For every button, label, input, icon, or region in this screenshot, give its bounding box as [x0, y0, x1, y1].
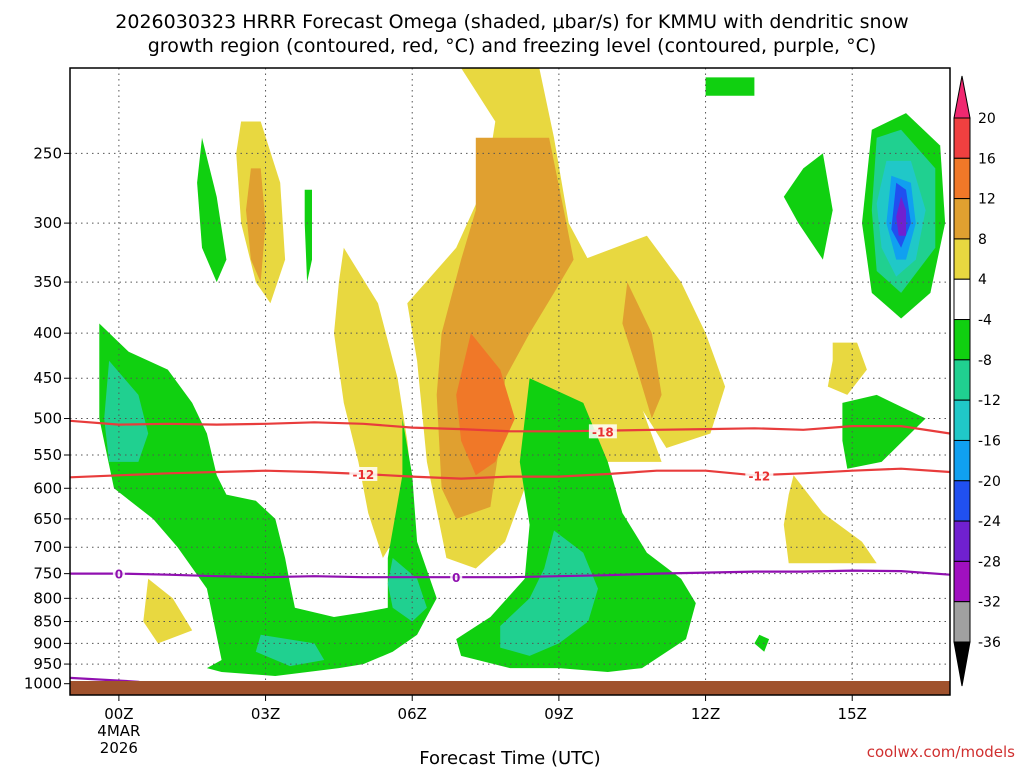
credit-text: coolwx.com/models — [867, 743, 1015, 761]
colorbar-band — [953, 198, 971, 240]
colorbar-tick-label: -20 — [978, 474, 1001, 490]
y-tick-label: 950 — [33, 655, 62, 673]
omega-region-16 — [705, 77, 755, 96]
chart-title-line2: growth region (contoured, red, °C) and f… — [148, 35, 877, 57]
x-tick-label: 09Z — [544, 705, 573, 723]
y-tick-label: 1000 — [24, 675, 62, 693]
colorbar-tick-label: -36 — [978, 635, 1001, 651]
y-tick-label: 450 — [33, 369, 62, 387]
contour-label: -12 — [352, 468, 374, 482]
contour-label: 0 — [452, 571, 460, 585]
colorbar-band — [953, 278, 971, 321]
colorbar-band — [953, 238, 971, 280]
colorbar-tick-label: 4 — [978, 272, 987, 288]
y-tick-label: 250 — [33, 144, 62, 162]
red-contour-0 — [70, 419, 950, 435]
y-tick-label: 900 — [33, 634, 62, 652]
omega-region-17 — [842, 394, 926, 469]
plot-frame — [69, 67, 951, 696]
colorbar-band — [953, 117, 971, 159]
colorbar-band — [953, 520, 971, 562]
red-contour-1 — [70, 467, 950, 480]
colorbar-tick-label: -32 — [978, 595, 1001, 611]
omega-region-11 — [99, 323, 437, 676]
contour-label-bg — [588, 424, 617, 439]
y-tick-label: 550 — [33, 446, 62, 464]
y-tick-label: 750 — [33, 565, 62, 583]
y-tick-label: 600 — [33, 479, 62, 497]
colorbar-tick-label: -28 — [978, 554, 1001, 570]
colorbar-tick-label: -24 — [978, 514, 1001, 530]
colorbar-band — [953, 157, 971, 200]
y-tick-label: 650 — [33, 510, 62, 528]
y-tick-label: 350 — [33, 273, 62, 291]
x-tick-label: 06Z — [398, 705, 427, 723]
x-tick-year: 2026 — [100, 739, 138, 757]
colorbar-tick-label: 20 — [978, 111, 996, 127]
omega-region-9 — [246, 168, 266, 283]
y-tick-label: 850 — [33, 613, 62, 631]
contour-label-bg — [745, 468, 774, 483]
omega-region-10 — [456, 333, 515, 476]
x-tick-label: 00Z — [104, 705, 133, 723]
y-tick-label: 700 — [33, 538, 62, 556]
colorbar-band — [953, 399, 971, 441]
contour-label-bg — [349, 466, 378, 481]
colorbar-top-arrow — [953, 75, 971, 119]
y-axis: 250 300 350 400 450 500 550 600 650 700 750 800 850 9… — [24, 144, 70, 693]
omega-region-28 — [896, 196, 906, 236]
colorbar-tick-label: 8 — [978, 232, 987, 248]
colorbar-band — [953, 480, 971, 522]
colorbar-tick-label: 16 — [978, 151, 996, 167]
contour-label-bg — [450, 570, 463, 585]
x-tick-date: 4MAR — [97, 722, 140, 740]
contour-label-bg — [112, 566, 125, 581]
omega-region-14 — [304, 189, 312, 283]
colorbar-band — [953, 560, 971, 603]
chart-title-line1: 2026030323 HRRR Forecast Omega (shaded, … — [115, 11, 908, 33]
colorbar-tick-label: -12 — [978, 393, 1001, 409]
omega-region-21 — [500, 530, 598, 656]
colorbar-tick-label: -4 — [978, 313, 992, 329]
x-tick-label: 15Z — [838, 705, 867, 723]
contour-label: -18 — [592, 425, 614, 439]
y-tick-label: 500 — [33, 410, 62, 428]
colorbar-band — [953, 601, 971, 643]
omega-region-6 — [143, 578, 193, 644]
contour-label: 0 — [115, 568, 123, 582]
y-tick-label: 300 — [33, 214, 62, 232]
purple-contour-0 — [70, 569, 950, 579]
plot-area: -18 -12 -12 0 0 — [69, 67, 951, 696]
omega-region-15 — [783, 153, 833, 260]
omega-region-1 — [334, 247, 413, 559]
x-tick-label: 12Z — [691, 705, 720, 723]
omega-region-23 — [255, 634, 325, 667]
colorbar: 20 16 12 8 4 -4 -8 -12 -16 -20 -24 -28 -32 -36 — [953, 75, 1001, 687]
y-tick-label: 800 — [33, 589, 62, 607]
omega-region-3 — [583, 235, 726, 448]
contour-labels: -18 -12 -12 0 0 — [112, 424, 774, 585]
x-axis-label: Forecast Time (UTC) — [419, 748, 600, 768]
colorbar-band — [953, 439, 971, 482]
omega-region-5 — [827, 342, 867, 395]
omega-region-20 — [104, 360, 149, 462]
contour-label: -12 — [748, 469, 770, 483]
ground-surface — [70, 681, 950, 695]
x-tick-label: 03Z — [251, 705, 280, 723]
colorbar-tick-label: -8 — [978, 353, 992, 369]
colorbar-band — [953, 319, 971, 361]
omega-shaded-regions — [99, 68, 946, 676]
y-tick-label: 400 — [33, 324, 62, 342]
omega-region-22 — [387, 558, 427, 622]
colorbar-bottom-arrow — [953, 641, 971, 687]
colorbar-tick-label: -16 — [978, 433, 1001, 449]
omega-region-13 — [197, 137, 227, 283]
colorbar-tick-label: 12 — [978, 192, 996, 208]
omega-region-8 — [622, 282, 662, 419]
colorbar-band — [953, 359, 971, 401]
omega-region-18 — [754, 634, 770, 652]
